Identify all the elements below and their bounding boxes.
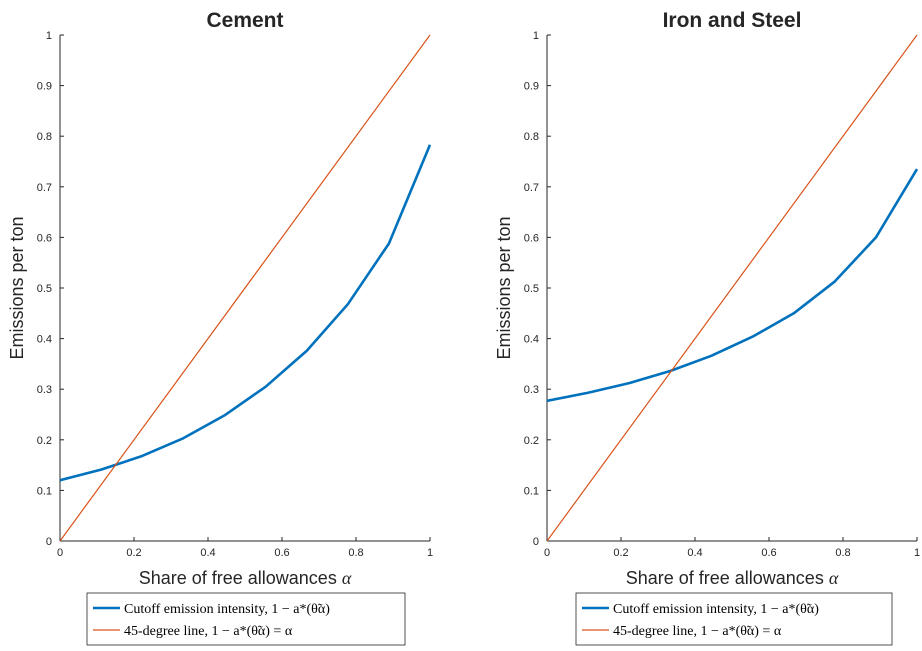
x-tick-label: 0.4: [200, 547, 215, 559]
y-tick-label: 0: [46, 536, 52, 548]
y-tick-label: 0.6: [524, 232, 539, 244]
x-tick-label: 1: [914, 547, 920, 559]
x-tick-label: 0.8: [348, 547, 363, 559]
x-tick-label: 1: [427, 547, 433, 559]
series-line-45-degree: [60, 34, 431, 542]
y-tick-label: 0.1: [524, 485, 539, 497]
y-axis-label: Emissions per ton: [7, 216, 27, 359]
x-axis-label: Share of free allowances α: [626, 568, 839, 588]
y-tick-label: 1: [533, 30, 539, 42]
x-tick-label: 0: [57, 547, 63, 559]
y-tick-label: 0.8: [37, 131, 52, 143]
y-tick-label: 1: [46, 30, 52, 42]
legend-entry: Cutoff emission intensity, 1 − a*(θ̃α): [613, 602, 819, 617]
legend: Cutoff emission intensity, 1 − a*(θ̃α) 45…: [575, 592, 893, 646]
x-tick-label: 0.2: [126, 547, 141, 559]
y-tick-label: 0.2: [37, 435, 52, 447]
legend-entry: 45-degree line, 1 − a*(θ̃α) = α: [613, 624, 782, 639]
series-line-cutoff-emission-intensity: [547, 168, 918, 403]
x-tick-label: 0.8: [835, 547, 850, 559]
y-tick-label: 0.7: [524, 182, 539, 194]
y-tick-label: 0.5: [524, 283, 539, 295]
y-tick-label: 0.7: [37, 182, 52, 194]
chart-panel-1: 0 0.2 0.4 0.6 0.8 1 0 0.1 0.2 0.3 0.4 0.5 0.6 0.7 0.8 0…: [7, 9, 433, 646]
y-tick-label: 0.3: [37, 384, 52, 396]
legend: Cutoff emission intensity, 1 − a*(θ̃α) 45…: [86, 592, 406, 646]
legend-box: [575, 592, 893, 646]
y-tick-label: 0.9: [37, 81, 52, 93]
x-tick-label: 0.4: [687, 547, 702, 559]
chart-title: Iron and Steel: [663, 9, 802, 32]
legend-entry: 45-degree line, 1 − a*(θ̃α) = α: [124, 624, 293, 639]
y-tick-label: 0.6: [37, 232, 52, 244]
x-tick-label: 0.6: [274, 547, 289, 559]
y-tick-label: 0.8: [524, 131, 539, 143]
y-tick-label: 0.3: [524, 384, 539, 396]
x-axis-label: Share of free allowances α: [139, 568, 352, 588]
y-tick-label: 0: [533, 536, 539, 548]
y-axis-label: Emissions per ton: [494, 216, 514, 359]
legend-entry: Cutoff emission intensity, 1 − a*(θ̃α): [124, 602, 330, 617]
y-tick-label: 0.5: [37, 283, 52, 295]
series-line-45-degree: [547, 34, 918, 542]
y-tick-label: 0.4: [524, 334, 539, 346]
x-tick-label: 0: [544, 547, 550, 559]
x-tick-label: 0.6: [761, 547, 776, 559]
y-tick-label: 0.1: [37, 485, 52, 497]
y-tick-label: 0.9: [524, 81, 539, 93]
x-tick-label: 0.2: [613, 547, 628, 559]
chart-title: Cement: [206, 9, 283, 32]
legend-box: [86, 592, 406, 646]
y-tick-label: 0.2: [524, 435, 539, 447]
chart-panel-2: 0 0.2 0.4 0.6 0.8 1 0 0.1 0.2 0.3 0.4 0.5 0.6 0.7 0.8 0…: [494, 9, 920, 646]
y-tick-label: 0.4: [37, 334, 52, 346]
series-line-cutoff-emission-intensity: [60, 144, 431, 482]
